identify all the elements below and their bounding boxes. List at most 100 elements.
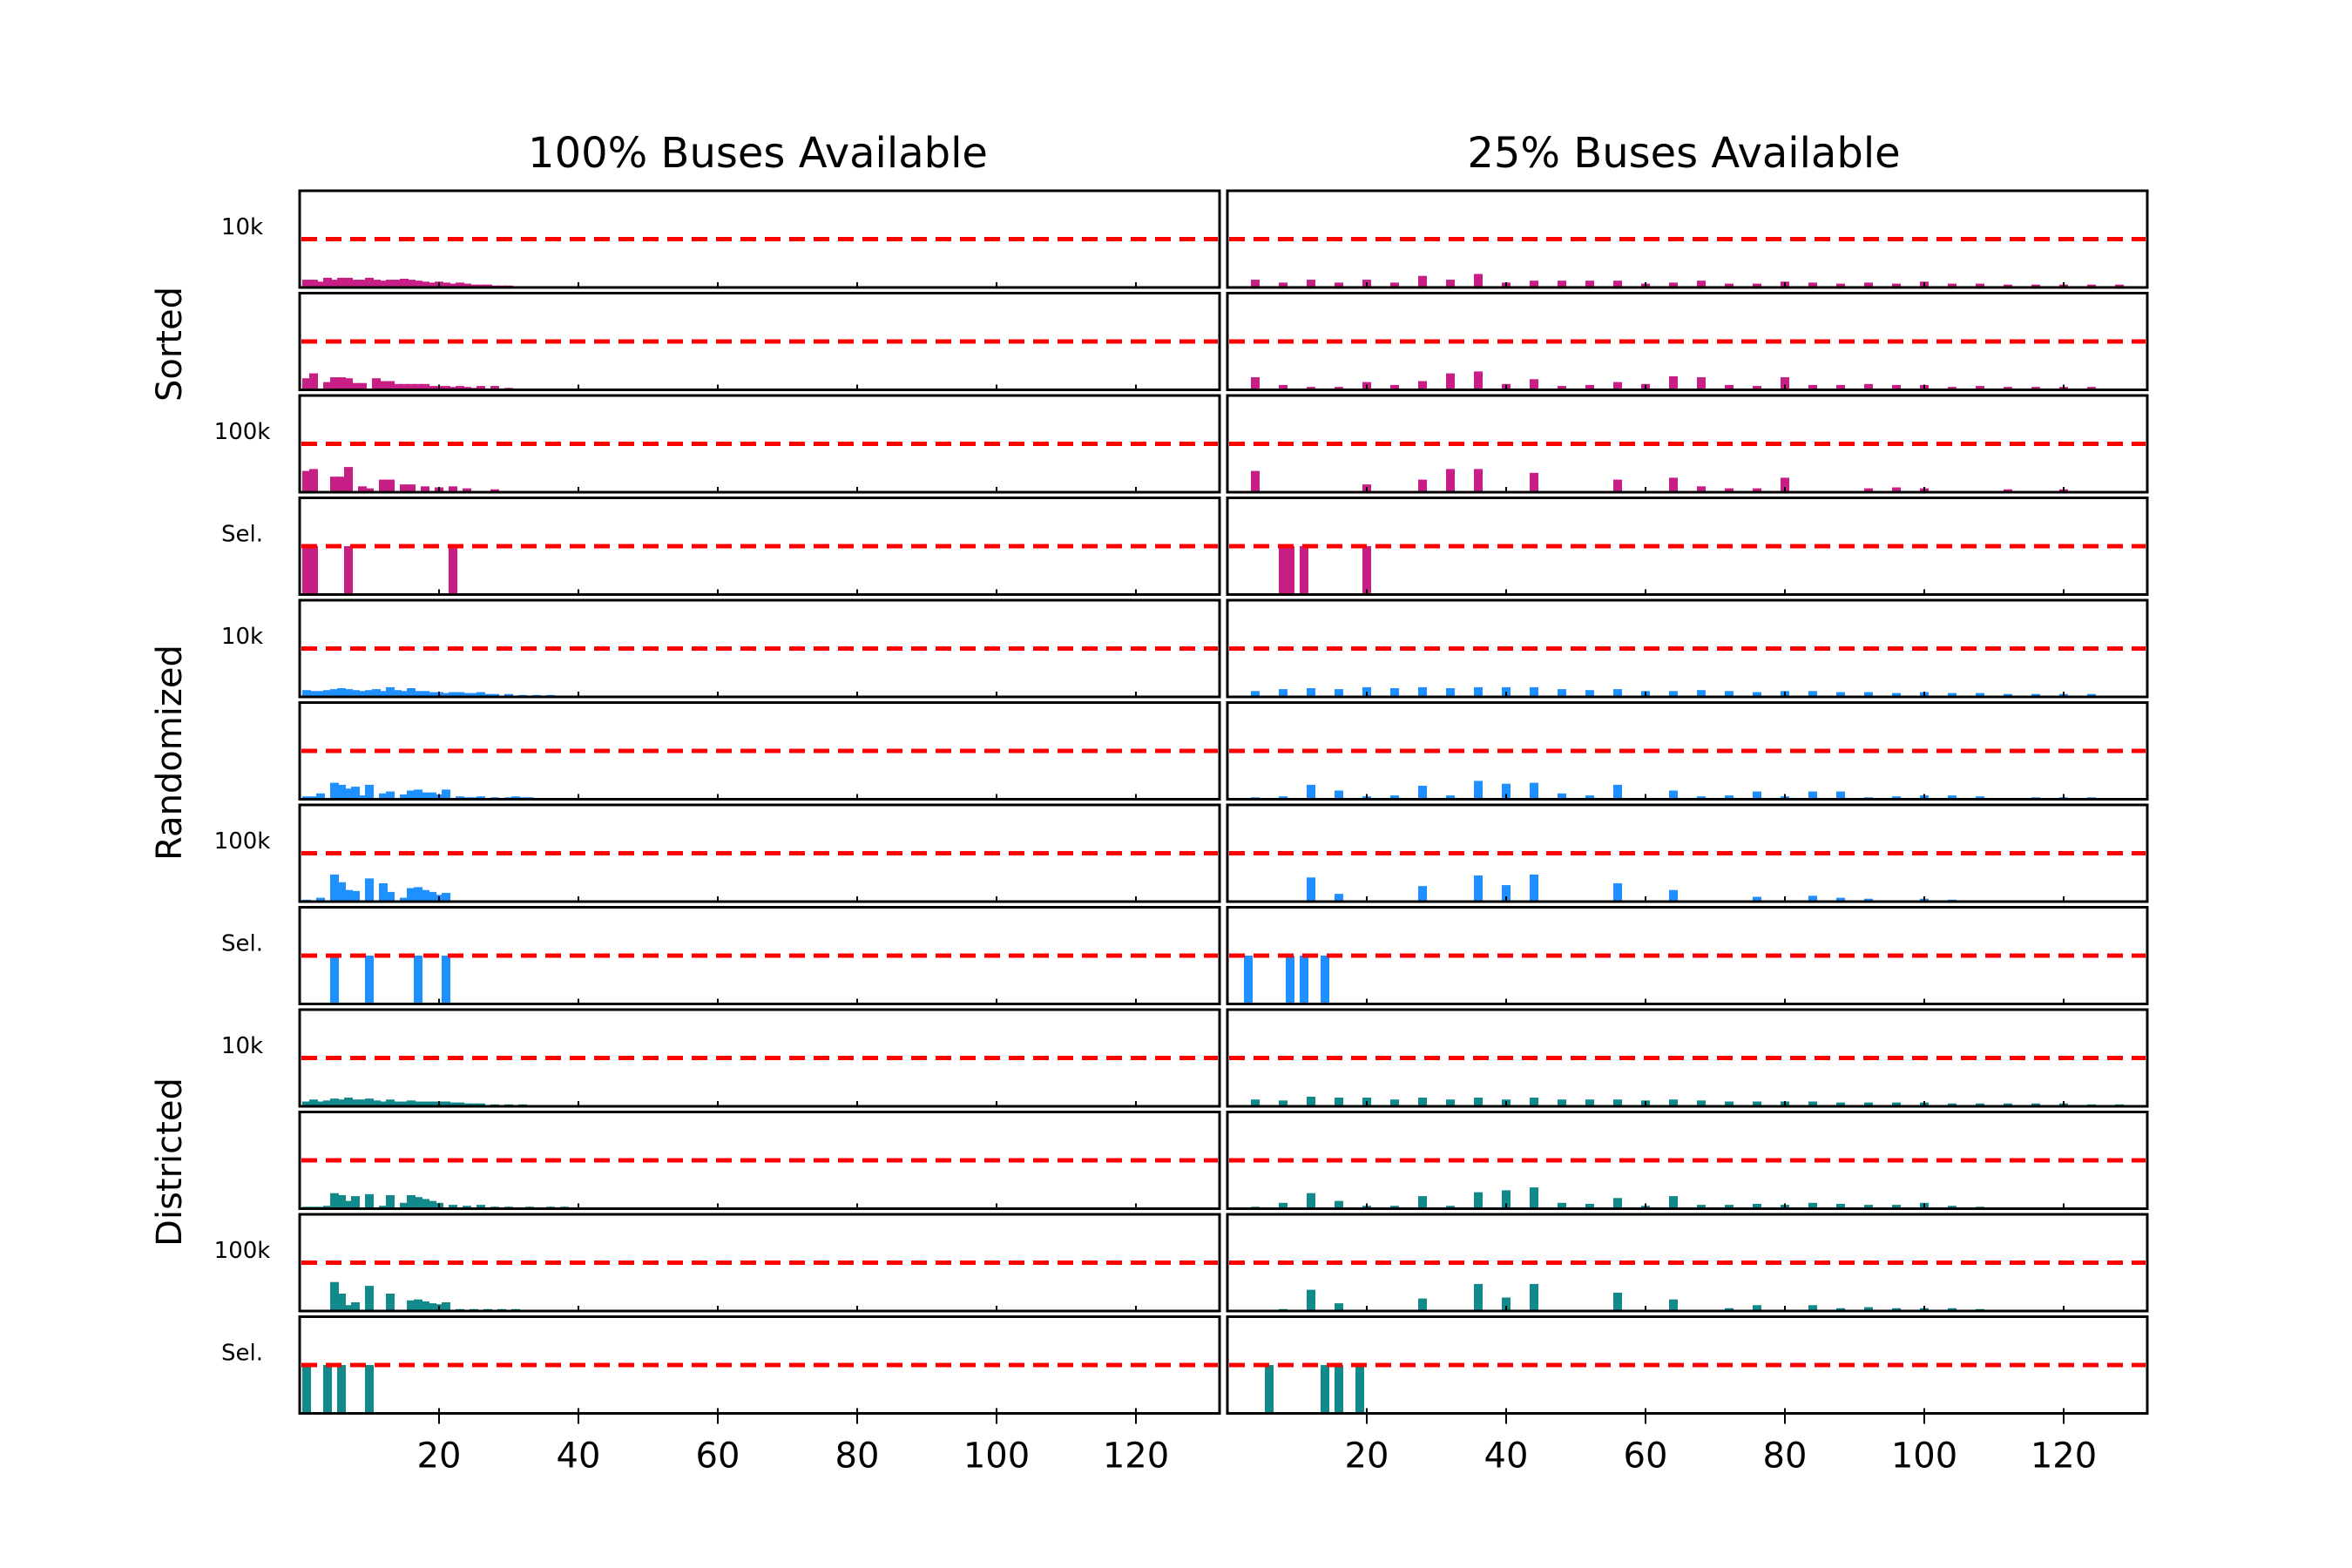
- bar: [379, 280, 388, 287]
- bar: [302, 546, 311, 595]
- x-tick-label-quarter-80: 80: [1763, 1436, 1808, 1477]
- bar: [407, 1300, 416, 1311]
- bar: [1251, 470, 1260, 492]
- bar: [302, 1365, 311, 1414]
- bar: [1335, 689, 1343, 697]
- panel-sorted-2-quarter: [1226, 292, 2149, 391]
- bar: [309, 691, 318, 697]
- bar: [379, 381, 388, 390]
- bar: [302, 280, 311, 287]
- bar: [1697, 796, 1706, 800]
- panel-sorted-1-quarter: [1226, 189, 2149, 289]
- bar: [476, 1103, 485, 1106]
- bar: [1836, 1204, 1845, 1209]
- panel-frame: [1226, 189, 2149, 289]
- bar: [400, 691, 409, 697]
- bar: [1530, 1187, 1538, 1209]
- bar: [421, 486, 429, 492]
- bar: [1335, 1303, 1343, 1311]
- bar: [463, 693, 471, 697]
- bar: [1418, 1298, 1427, 1311]
- bar: [323, 277, 332, 287]
- bar: [476, 1205, 485, 1209]
- bar: [463, 1206, 471, 1209]
- bar: [1585, 1204, 1594, 1209]
- bar: [1300, 956, 1308, 1004]
- bar: [1446, 280, 1455, 287]
- bar: [309, 373, 318, 390]
- bar: [407, 280, 416, 287]
- bar: [1418, 686, 1427, 697]
- bar: [365, 1286, 374, 1311]
- bar: [1335, 387, 1343, 390]
- bar: [1418, 479, 1427, 492]
- bar: [1418, 1098, 1427, 1106]
- bar: [365, 1365, 374, 1414]
- bar: [316, 691, 325, 697]
- bar: [393, 690, 402, 697]
- panel-randomized-2-full: [298, 701, 1221, 801]
- bar: [414, 789, 422, 800]
- bar: [2031, 1103, 2040, 1106]
- bar: [302, 690, 311, 697]
- bar: [1669, 282, 1678, 287]
- panel-sorted-4-full: [298, 497, 1221, 596]
- bar: [1418, 381, 1427, 390]
- bar: [449, 1205, 457, 1209]
- bar: [400, 484, 409, 492]
- bar: [351, 382, 360, 390]
- bar: [1613, 382, 1622, 390]
- bar: [344, 277, 353, 287]
- bar: [365, 690, 374, 697]
- bar: [1251, 1099, 1260, 1106]
- bar: [1613, 479, 1622, 492]
- bar: [2004, 284, 2012, 287]
- bar: [1558, 689, 1566, 697]
- bar: [1418, 275, 1427, 287]
- column-title-full: 100% Buses Available: [528, 129, 988, 178]
- bar: [1585, 795, 1594, 800]
- bar: [1808, 384, 1817, 390]
- bar: [330, 782, 339, 800]
- bar: [483, 284, 492, 287]
- bar: [1836, 791, 1845, 800]
- bar: [1474, 1098, 1483, 1106]
- panel-randomized-4-full: [298, 906, 1221, 1005]
- bar: [379, 1101, 388, 1106]
- bar: [379, 1206, 388, 1209]
- bar: [442, 789, 450, 800]
- panels-grid: 10k 100k Sel. 10k 100k Sel. 10k 100k Sel.: [214, 189, 2149, 1415]
- bar: [1390, 384, 1399, 390]
- bar: [1948, 795, 1957, 800]
- bar: [1474, 1192, 1483, 1209]
- bar: [330, 874, 339, 902]
- bar: [344, 1098, 353, 1106]
- bar: [344, 1200, 353, 1209]
- panel-districted-3-full: [298, 1213, 1221, 1313]
- bar: [421, 281, 429, 287]
- bar: [337, 1365, 346, 1414]
- bar: [393, 280, 402, 287]
- bar: [330, 280, 339, 287]
- bar: [1530, 686, 1538, 697]
- bar: [428, 282, 436, 287]
- bar: [1725, 1205, 1734, 1209]
- bar: [1474, 686, 1483, 697]
- bar: [449, 546, 457, 595]
- bar: [323, 1365, 332, 1414]
- bar: [1864, 1102, 1873, 1106]
- panel-randomized-4-quarter: [1226, 906, 2149, 1005]
- bar: [1446, 1206, 1455, 1209]
- bar: [2087, 284, 2096, 287]
- bar: [2004, 489, 2012, 492]
- bar: [393, 1101, 402, 1106]
- bar: [358, 382, 367, 390]
- bar: [358, 691, 367, 697]
- bar: [393, 383, 402, 390]
- x-tick-label-full-20: 20: [417, 1436, 462, 1477]
- bar: [490, 386, 499, 390]
- bar: [421, 1301, 429, 1311]
- bar: [386, 1294, 395, 1311]
- bar: [344, 1305, 353, 1311]
- x-tick-label-quarter-40: 40: [1484, 1436, 1529, 1477]
